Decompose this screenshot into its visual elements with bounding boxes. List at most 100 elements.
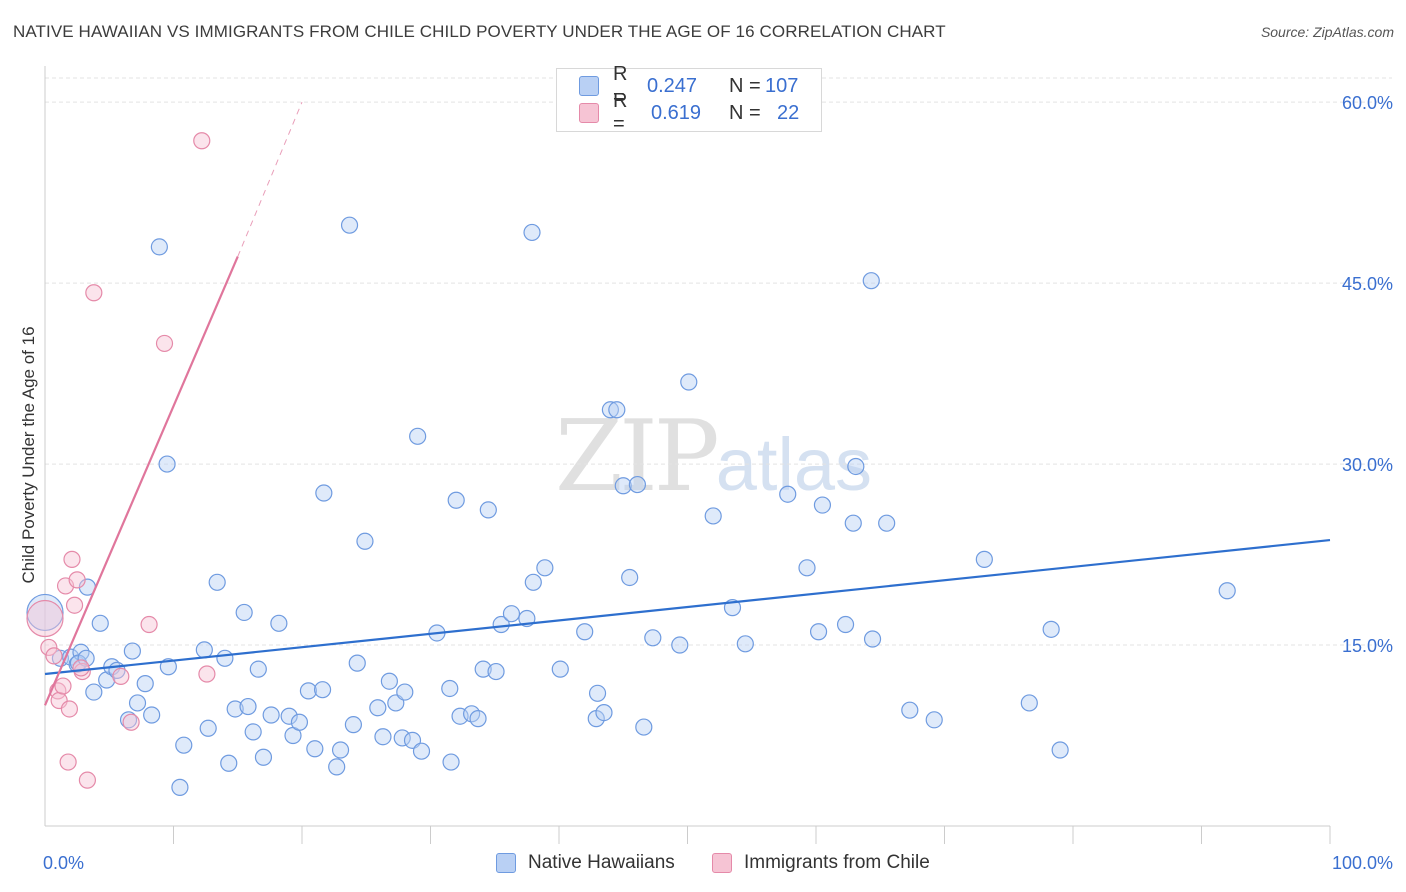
native-hawaiian-point bbox=[442, 753, 460, 771]
source-label: Source: ZipAtlas.com bbox=[1260, 24, 1394, 40]
native-hawaiian-point bbox=[844, 514, 862, 532]
native-hawaiian-point bbox=[614, 477, 632, 495]
native-hawaiian-point bbox=[901, 701, 919, 719]
native-hawaiian-point bbox=[863, 630, 882, 648]
legend-swatch-blue bbox=[496, 853, 516, 873]
native-hawaiian-point bbox=[474, 660, 492, 678]
legend-item-immigrants-chile: Immigrants from Chile bbox=[712, 852, 930, 874]
native-hawaiian-point bbox=[254, 748, 273, 766]
chile-immigrant-trendline-extension bbox=[237, 101, 303, 257]
native-hawaiian-point bbox=[239, 697, 257, 716]
x-tick-label: 100.0% bbox=[1332, 853, 1393, 873]
legend-swatch-blue bbox=[579, 76, 599, 96]
native-hawaiian-point bbox=[469, 710, 487, 728]
native-hawaiian-point bbox=[523, 223, 541, 242]
native-hawaiian-point bbox=[1042, 620, 1060, 638]
native-hawaiian-point bbox=[136, 675, 154, 693]
native-hawaiian-point bbox=[396, 683, 414, 701]
legend-row-immigrants-chile: R = 0.619 N = 22 bbox=[579, 90, 800, 135]
native-hawaiian-point bbox=[150, 238, 168, 256]
native-hawaiian-point bbox=[226, 700, 244, 718]
chile-immigrant-point bbox=[198, 665, 216, 683]
chile-immigrant-point bbox=[59, 753, 77, 771]
legend-n-value: 22 bbox=[777, 101, 800, 124]
legend-label: Native Hawaiians bbox=[528, 852, 675, 873]
legend-r-value: 0.619 bbox=[651, 101, 702, 124]
native-hawaiian-point bbox=[409, 427, 427, 445]
native-hawaiian-point bbox=[862, 272, 880, 290]
native-hawaiian-point bbox=[779, 485, 797, 503]
native-hawaiian-point bbox=[1020, 694, 1038, 712]
native-hawaiian-point bbox=[878, 514, 896, 532]
native-hawaiian-point bbox=[306, 740, 324, 758]
y-tick-label: 30.0% bbox=[1342, 455, 1393, 475]
native-hawaiian-point bbox=[576, 623, 594, 641]
native-hawaiian-point bbox=[91, 614, 109, 632]
legend-swatch-pink bbox=[712, 853, 732, 873]
chile-immigrant-point bbox=[112, 667, 130, 686]
chile-immigrant-point bbox=[60, 700, 79, 718]
native-hawaiian-point bbox=[348, 654, 366, 672]
native-hawaiian-point bbox=[328, 758, 346, 776]
native-hawaiian-point bbox=[208, 573, 226, 591]
stats-legend: R = 0.247 N = 107 R = 0.619 N = 22 bbox=[556, 63, 822, 135]
chile-immigrant-point bbox=[155, 334, 174, 353]
native-hawaiian-point bbox=[595, 703, 613, 722]
native-hawaiian-point bbox=[128, 694, 147, 712]
native-hawaiian-point bbox=[199, 719, 217, 737]
native-hawaiian-point bbox=[1218, 582, 1236, 600]
native-hawaiian-point bbox=[736, 635, 754, 653]
native-hawaiian-point bbox=[536, 559, 554, 577]
native-hawaiian-point bbox=[479, 501, 497, 519]
native-hawaiian-point bbox=[608, 401, 626, 419]
native-hawaiian-point bbox=[447, 491, 465, 509]
watermark-zip: ZIP bbox=[555, 400, 720, 514]
chile-immigrant-point bbox=[68, 571, 86, 589]
native-hawaiian-point bbox=[644, 629, 662, 647]
native-hawaiian-point bbox=[119, 711, 138, 729]
native-hawaiian-point bbox=[487, 662, 505, 681]
chile-immigrant-point bbox=[54, 677, 72, 695]
native-hawaiian-point bbox=[280, 707, 298, 725]
native-hawaiian-point bbox=[704, 507, 722, 525]
y-tick-label: 60.0% bbox=[1342, 93, 1393, 113]
chile-immigrant-point bbox=[85, 284, 103, 302]
native-hawaiian-point bbox=[85, 683, 103, 701]
legend-n-value: 107 bbox=[765, 74, 799, 97]
native-hawaiian-point bbox=[299, 682, 318, 700]
legend-row-native-hawaiians: R = 0.247 N = 107 bbox=[579, 63, 799, 108]
native-hawaiian-point bbox=[374, 728, 392, 746]
native-hawaiian-point bbox=[158, 455, 176, 473]
native-hawaiian-trendline bbox=[44, 538, 1331, 676]
native-hawaiian-point bbox=[975, 550, 993, 568]
native-hawaiian-point bbox=[621, 568, 639, 587]
native-hawaiian-point bbox=[369, 699, 387, 717]
native-hawaiian-point bbox=[340, 216, 359, 234]
chile-immigrant-point bbox=[140, 615, 158, 634]
native-hawaiian-point bbox=[601, 401, 620, 419]
native-hawaiian-point bbox=[123, 642, 141, 660]
native-hawaiian-point bbox=[441, 679, 459, 698]
native-hawaiian-point bbox=[671, 636, 689, 654]
x-tick-label: 0.0% bbox=[43, 853, 84, 873]
chile-immigrant-point bbox=[63, 550, 81, 568]
chile-immigrant-point bbox=[26, 599, 64, 638]
native-hawaiian-point bbox=[798, 559, 816, 577]
native-hawaiian-point bbox=[680, 373, 698, 391]
native-hawaiian-point bbox=[412, 742, 431, 760]
native-hawaiian-point bbox=[809, 623, 828, 641]
native-hawaiian-point bbox=[159, 658, 177, 676]
native-hawaiian-point bbox=[244, 723, 262, 741]
legend-label: Immigrants from Chile bbox=[744, 852, 930, 873]
native-hawaiian-point bbox=[635, 718, 653, 736]
native-hawaiian-point bbox=[195, 641, 213, 659]
native-hawaiian-point bbox=[524, 573, 542, 591]
native-hawaiian-point bbox=[216, 649, 234, 667]
native-hawaiian-point bbox=[315, 484, 333, 502]
legend-r-label: R = bbox=[613, 63, 628, 108]
chile-immigrant-point bbox=[40, 638, 58, 657]
native-hawaiian-point bbox=[262, 706, 280, 724]
native-hawaiian-point bbox=[1051, 741, 1069, 759]
native-hawaiian-point bbox=[235, 603, 253, 622]
chile-immigrant-point bbox=[193, 132, 211, 150]
